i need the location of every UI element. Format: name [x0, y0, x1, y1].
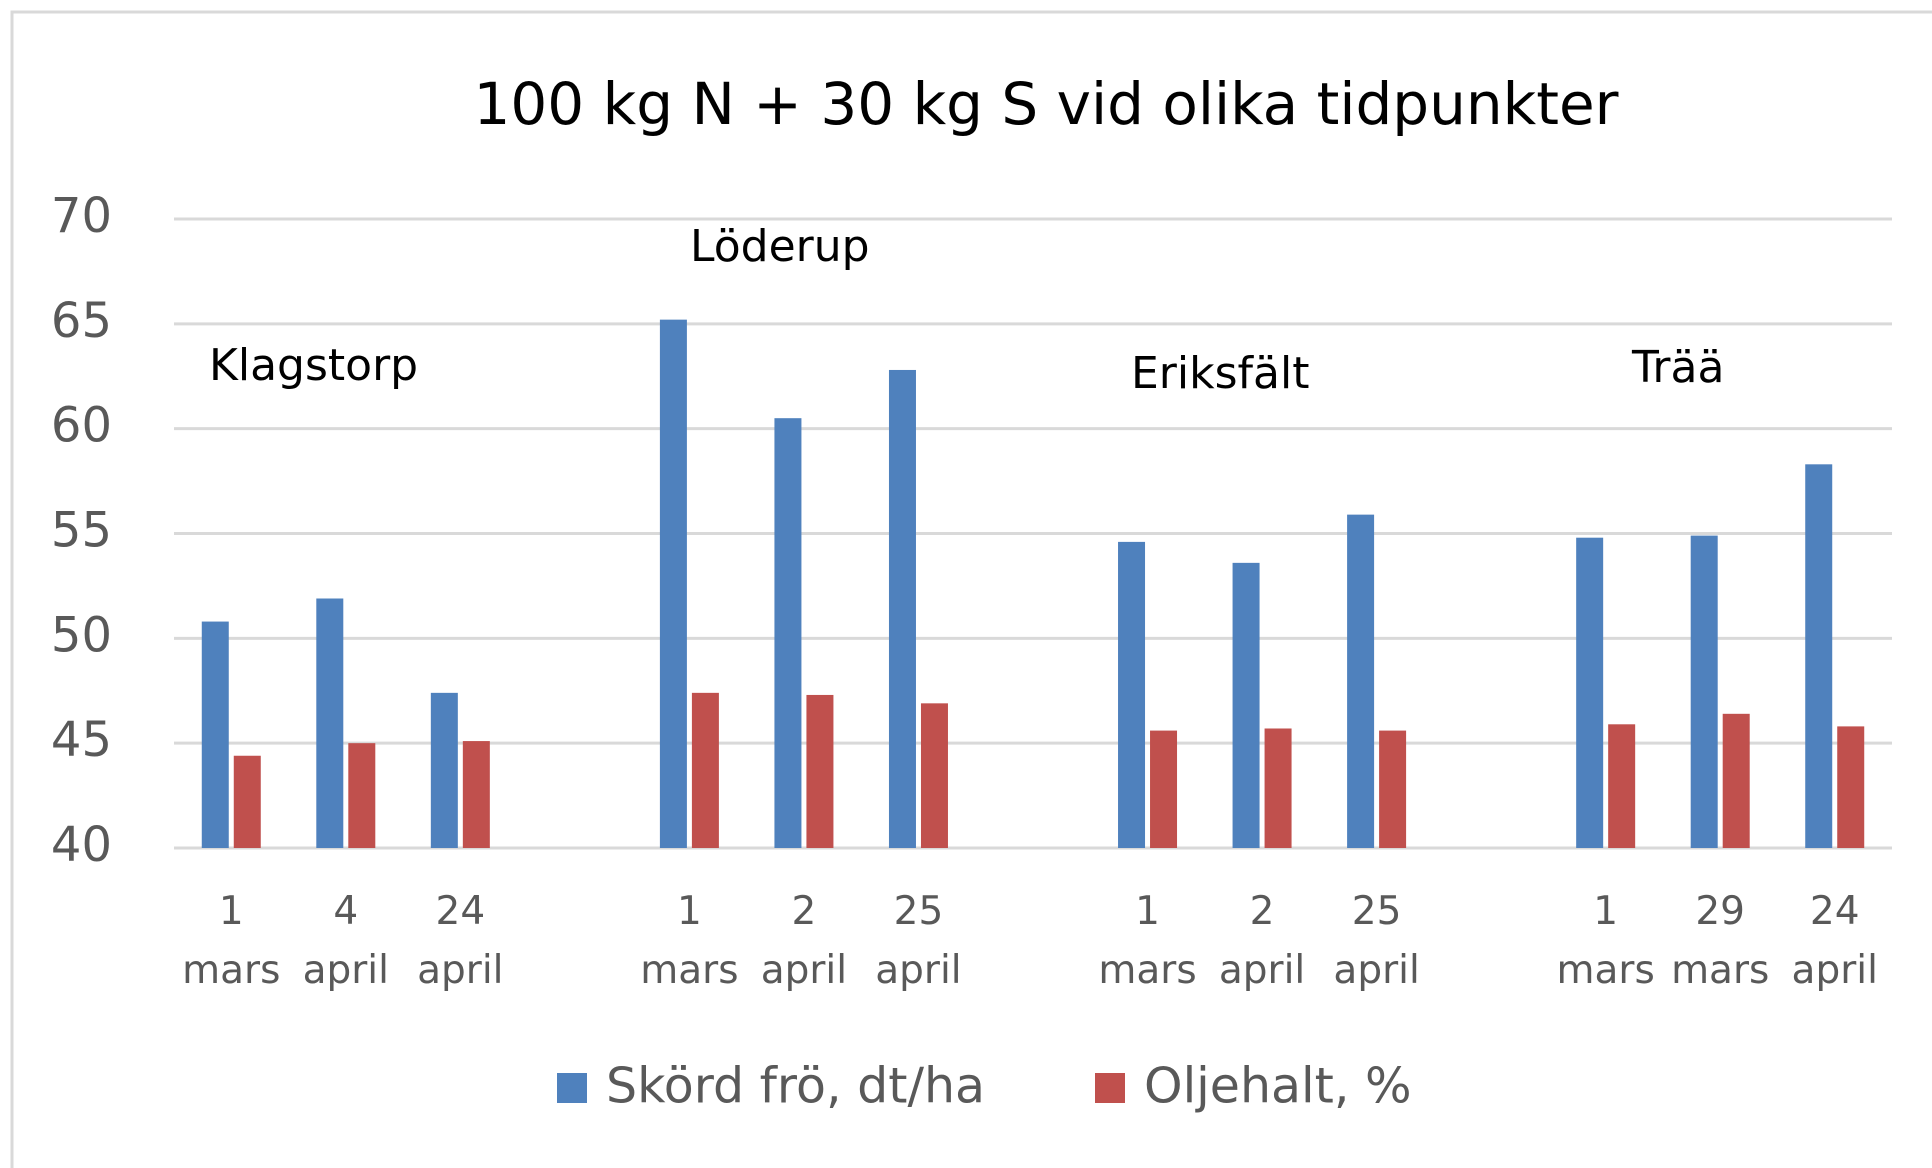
bar	[659, 319, 687, 848]
y-tick-label: 50	[51, 607, 112, 663]
group-label: Trää	[1631, 342, 1724, 393]
y-tick-label: 45	[51, 712, 112, 768]
x-tick-label: 2 april	[1218, 889, 1306, 993]
x-tick-label: 1 mars	[182, 889, 281, 993]
bar	[1379, 730, 1407, 848]
bar	[1690, 535, 1718, 848]
bar	[1264, 728, 1292, 848]
x-tick-label: 25 april	[875, 889, 962, 993]
chart-frame	[10, 10, 1932, 1168]
bar	[1837, 726, 1865, 848]
x-tick-label: 2 april	[760, 889, 848, 993]
bar	[774, 418, 802, 848]
legend-label: Oljehalt, %	[1144, 1058, 1412, 1115]
y-tick-label: 40	[51, 817, 112, 873]
x-tick-label: 25 april	[1333, 889, 1420, 993]
x-tick-label: 1 mars	[1556, 889, 1655, 993]
bar	[1118, 541, 1146, 848]
x-tick-label: 1 mars	[640, 889, 739, 993]
bar	[1232, 562, 1260, 848]
bar	[806, 694, 834, 848]
bar	[1576, 537, 1604, 848]
bar	[316, 598, 344, 848]
bar	[348, 743, 376, 848]
x-tick-label: 1 mars	[1098, 889, 1197, 993]
bar	[233, 755, 261, 848]
x-tick-label: 29 mars	[1671, 889, 1770, 993]
chart-title: 100 kg N + 30 kg S vid olika tidpunkter	[474, 70, 1619, 138]
bar	[201, 621, 229, 848]
legend-label: Skörd frö, dt/ha	[606, 1058, 985, 1115]
group-label: Klagstorp	[209, 340, 418, 391]
bar	[888, 369, 916, 848]
y-tick-label: 70	[51, 188, 112, 244]
bar	[430, 692, 458, 848]
y-tick-label: 65	[51, 293, 112, 349]
bar	[1608, 724, 1636, 848]
bar	[1805, 464, 1833, 848]
legend-swatch	[1095, 1073, 1125, 1103]
bar	[1150, 730, 1178, 848]
bar	[691, 692, 719, 848]
y-tick-label: 55	[51, 503, 112, 559]
x-tick-label: 24 april	[1791, 889, 1878, 993]
x-tick-label: 24 april	[417, 889, 504, 993]
group-label: Löderup	[690, 221, 870, 272]
bar	[462, 741, 490, 848]
group-label: Eriksfält	[1131, 348, 1309, 399]
x-tick-label: 4 april	[302, 889, 389, 993]
bar	[920, 703, 948, 848]
legend-swatch	[557, 1073, 587, 1103]
bar	[1722, 713, 1750, 848]
y-tick-label: 60	[51, 398, 112, 454]
bar	[1347, 514, 1375, 848]
